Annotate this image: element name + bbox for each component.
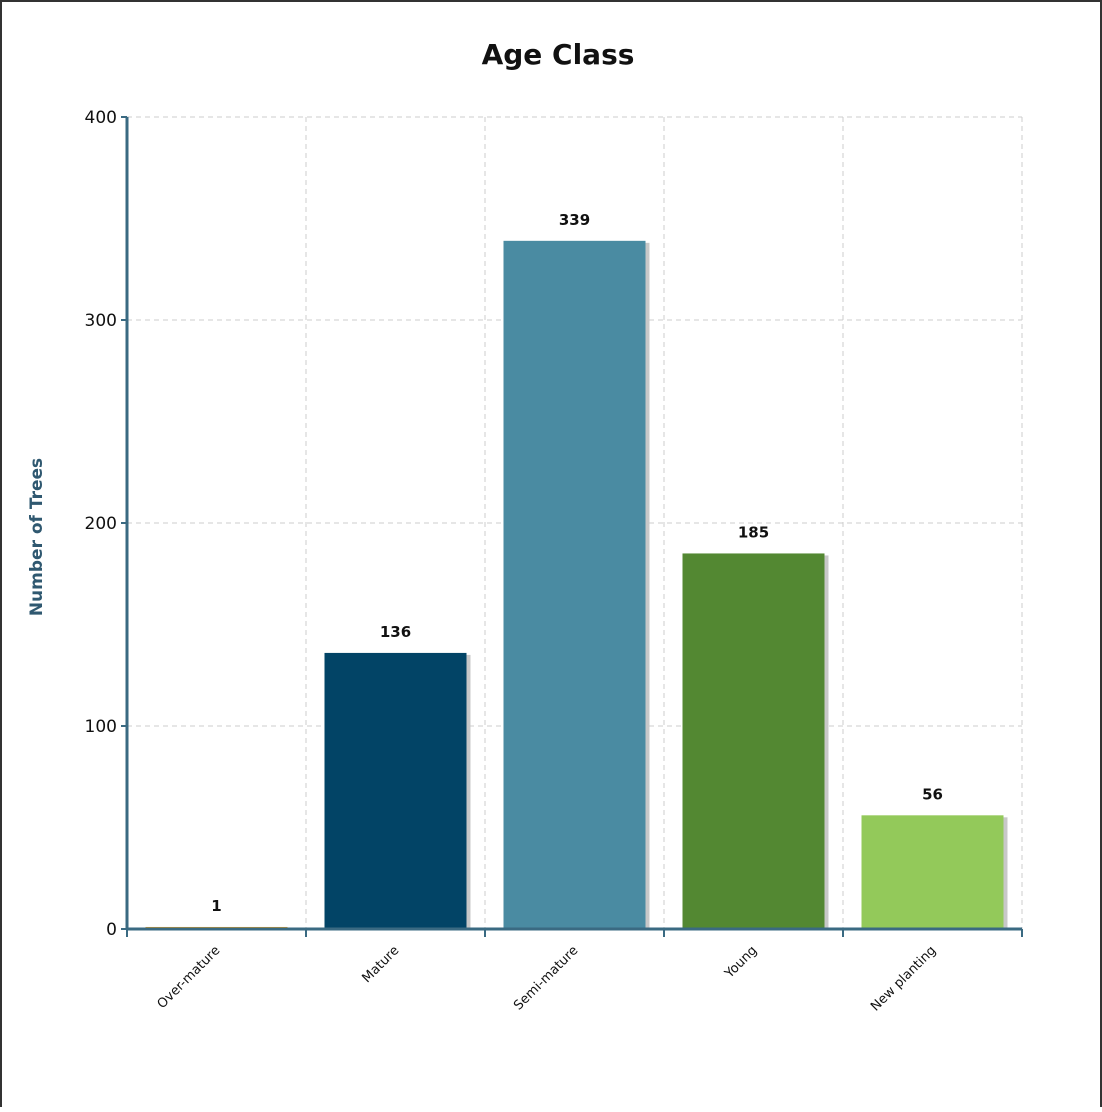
y-tick-label: 400 xyxy=(85,108,117,128)
bars xyxy=(146,241,1008,929)
data-label: 185 xyxy=(738,523,769,541)
x-tick-label: Young xyxy=(722,943,761,982)
x-tick-label: New planting xyxy=(868,943,939,1014)
y-axis-label: Number of Trees xyxy=(27,458,47,616)
y-tick-label: 300 xyxy=(85,311,117,331)
bar-new-planting xyxy=(862,815,1004,929)
y-tick-label: 100 xyxy=(85,717,117,737)
data-label: 339 xyxy=(559,211,590,229)
y-tick-label: 0 xyxy=(106,920,117,940)
data-label: 136 xyxy=(380,623,411,641)
y-tick-label: 200 xyxy=(85,514,117,534)
x-tick-label: Over-mature xyxy=(155,943,224,1012)
data-label: 1 xyxy=(211,897,221,915)
x-tick-label: Mature xyxy=(359,943,402,986)
bar-semi-mature xyxy=(504,241,646,929)
data-label: 56 xyxy=(922,785,943,803)
bar-mature xyxy=(325,653,467,929)
x-tick-label: Semi-mature xyxy=(511,943,581,1013)
bar-young xyxy=(683,553,825,929)
chart-title: Age Class xyxy=(482,38,635,71)
